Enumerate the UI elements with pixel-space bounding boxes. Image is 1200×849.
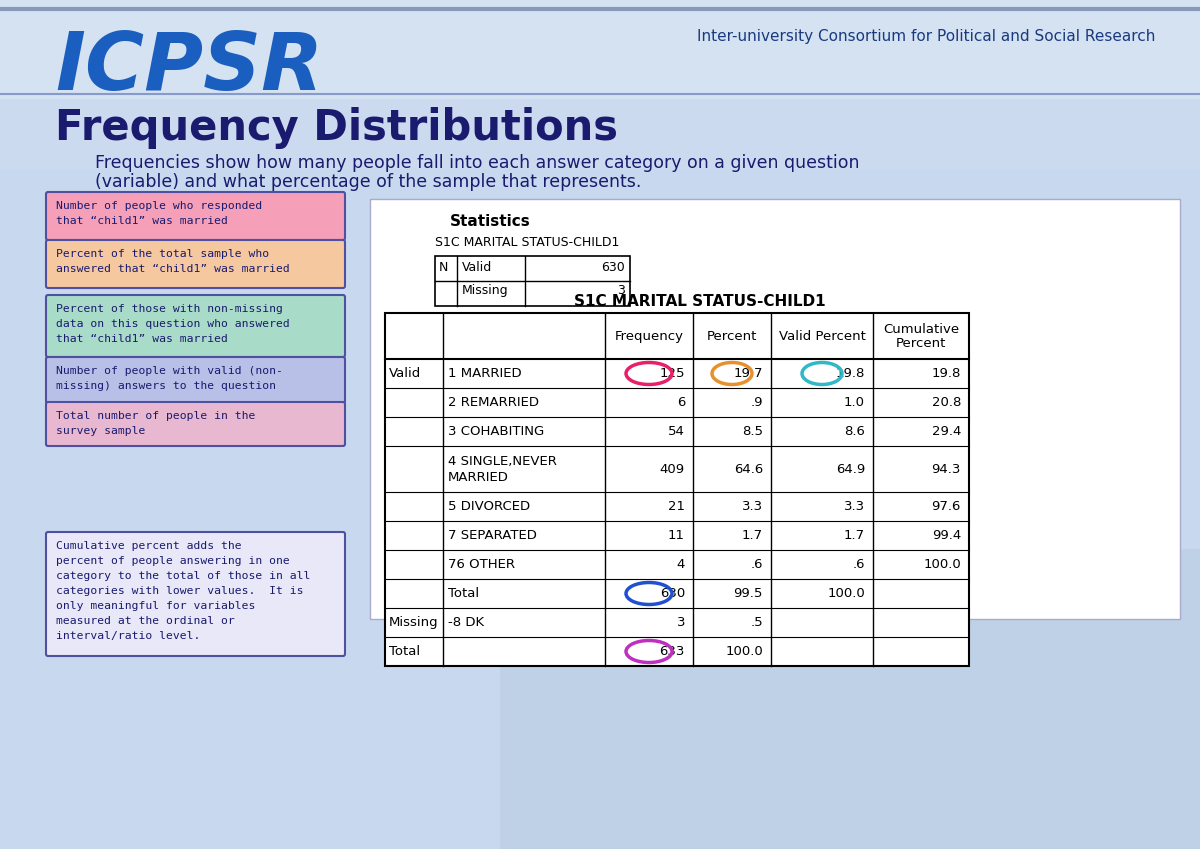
Text: that “child1” was married: that “child1” was married bbox=[56, 216, 228, 226]
Bar bbox=[0, 0, 1200, 99]
Text: 64.6: 64.6 bbox=[733, 463, 763, 475]
Text: 125: 125 bbox=[660, 367, 685, 380]
Text: answered that “child1” was married: answered that “child1” was married bbox=[56, 264, 289, 274]
Text: ICPSR: ICPSR bbox=[55, 29, 323, 107]
Text: Percent: Percent bbox=[896, 336, 946, 350]
Text: category to the total of those in all: category to the total of those in all bbox=[56, 571, 311, 581]
Text: data on this question who answered: data on this question who answered bbox=[56, 319, 289, 329]
Text: Percent of the total sample who: Percent of the total sample who bbox=[56, 249, 269, 259]
Text: 3 COHABITING: 3 COHABITING bbox=[448, 425, 545, 438]
Text: Inter-university Consortium for Political and Social Research: Inter-university Consortium for Politica… bbox=[697, 29, 1154, 44]
Text: 1.7: 1.7 bbox=[742, 529, 763, 542]
Text: .6: .6 bbox=[750, 558, 763, 571]
Text: 54: 54 bbox=[668, 425, 685, 438]
Text: 3: 3 bbox=[677, 616, 685, 629]
Text: 630: 630 bbox=[601, 261, 625, 274]
Text: N: N bbox=[439, 261, 449, 274]
Text: MARRIED: MARRIED bbox=[448, 470, 509, 483]
Text: 64.9: 64.9 bbox=[835, 463, 865, 475]
Text: 1.7: 1.7 bbox=[844, 529, 865, 542]
Bar bbox=[385, 313, 970, 666]
Text: missing) answers to the question: missing) answers to the question bbox=[56, 381, 276, 391]
Text: only meaningful for variables: only meaningful for variables bbox=[56, 601, 256, 611]
Text: 29.4: 29.4 bbox=[931, 425, 961, 438]
Bar bbox=[385, 313, 970, 666]
Text: 19.7: 19.7 bbox=[733, 367, 763, 380]
Text: Percent of those with non-missing: Percent of those with non-missing bbox=[56, 304, 283, 314]
Text: 3: 3 bbox=[617, 284, 625, 297]
Text: S1C MARITAL STATUS-CHILD1: S1C MARITAL STATUS-CHILD1 bbox=[574, 294, 826, 309]
Text: Number of people with valid (non-: Number of people with valid (non- bbox=[56, 366, 283, 376]
Text: Total: Total bbox=[448, 587, 479, 600]
Text: 100.0: 100.0 bbox=[923, 558, 961, 571]
FancyBboxPatch shape bbox=[370, 199, 1180, 619]
Text: 19.8: 19.8 bbox=[931, 367, 961, 380]
Bar bbox=[0, 99, 1200, 169]
Text: 1 MARRIED: 1 MARRIED bbox=[448, 367, 522, 380]
Text: (variable) and what percentage of the sample that represents.: (variable) and what percentage of the sa… bbox=[95, 173, 641, 191]
Text: 97.6: 97.6 bbox=[931, 500, 961, 513]
Text: 94.3: 94.3 bbox=[931, 463, 961, 475]
Text: .9: .9 bbox=[750, 396, 763, 409]
Text: 4 SINGLE,NEVER: 4 SINGLE,NEVER bbox=[448, 454, 557, 468]
Text: 21: 21 bbox=[668, 500, 685, 513]
Text: .5: .5 bbox=[750, 616, 763, 629]
Text: Valid: Valid bbox=[389, 367, 421, 380]
Text: 100.0: 100.0 bbox=[827, 587, 865, 600]
FancyBboxPatch shape bbox=[46, 295, 346, 357]
Text: 20.8: 20.8 bbox=[931, 396, 961, 409]
Text: Statistics: Statistics bbox=[450, 214, 530, 229]
Text: Total number of people in the: Total number of people in the bbox=[56, 411, 256, 421]
Text: 99.4: 99.4 bbox=[931, 529, 961, 542]
Text: 1.0: 1.0 bbox=[844, 396, 865, 409]
Text: 633: 633 bbox=[660, 645, 685, 658]
Text: that “child1” was married: that “child1” was married bbox=[56, 334, 228, 344]
FancyBboxPatch shape bbox=[46, 402, 346, 446]
Text: -8 DK: -8 DK bbox=[448, 616, 484, 629]
Text: 8.6: 8.6 bbox=[844, 425, 865, 438]
Text: S1C MARITAL STATUS-CHILD1: S1C MARITAL STATUS-CHILD1 bbox=[436, 236, 619, 249]
Text: 19.8: 19.8 bbox=[835, 367, 865, 380]
FancyBboxPatch shape bbox=[46, 357, 346, 403]
Text: Total: Total bbox=[389, 645, 420, 658]
FancyBboxPatch shape bbox=[46, 532, 346, 656]
Text: Valid: Valid bbox=[462, 261, 492, 274]
Text: 99.5: 99.5 bbox=[733, 587, 763, 600]
Bar bbox=[500, 549, 1200, 849]
Text: Frequency Distributions: Frequency Distributions bbox=[55, 107, 618, 149]
Text: 3.3: 3.3 bbox=[742, 500, 763, 513]
Text: survey sample: survey sample bbox=[56, 426, 145, 436]
Text: Missing: Missing bbox=[462, 284, 509, 297]
Text: 4: 4 bbox=[677, 558, 685, 571]
Text: 6: 6 bbox=[677, 396, 685, 409]
Text: interval/ratio level.: interval/ratio level. bbox=[56, 631, 200, 641]
Text: Frequencies show how many people fall into each answer category on a given quest: Frequencies show how many people fall in… bbox=[95, 154, 859, 172]
Text: Frequency: Frequency bbox=[614, 329, 684, 342]
Text: 8.5: 8.5 bbox=[742, 425, 763, 438]
Text: Number of people who responded: Number of people who responded bbox=[56, 201, 263, 211]
Text: 7 SEPARATED: 7 SEPARATED bbox=[448, 529, 536, 542]
Text: Cumulative percent adds the: Cumulative percent adds the bbox=[56, 541, 241, 551]
Text: 5 DIVORCED: 5 DIVORCED bbox=[448, 500, 530, 513]
Text: Missing: Missing bbox=[389, 616, 439, 629]
Text: categories with lower values.  It is: categories with lower values. It is bbox=[56, 586, 304, 596]
Text: measured at the ordinal or: measured at the ordinal or bbox=[56, 616, 235, 626]
Text: 630: 630 bbox=[660, 587, 685, 600]
Text: Cumulative: Cumulative bbox=[883, 323, 959, 335]
FancyBboxPatch shape bbox=[46, 240, 346, 288]
Text: 3.3: 3.3 bbox=[844, 500, 865, 513]
Text: 76 OTHER: 76 OTHER bbox=[448, 558, 515, 571]
Text: 2 REMARRIED: 2 REMARRIED bbox=[448, 396, 539, 409]
Text: Valid Percent: Valid Percent bbox=[779, 329, 865, 342]
Text: 11: 11 bbox=[668, 529, 685, 542]
FancyBboxPatch shape bbox=[46, 192, 346, 240]
Text: Percent: Percent bbox=[707, 329, 757, 342]
Bar bbox=[436, 256, 630, 306]
Text: percent of people answering in one: percent of people answering in one bbox=[56, 556, 289, 566]
Text: 409: 409 bbox=[660, 463, 685, 475]
Text: 100.0: 100.0 bbox=[725, 645, 763, 658]
Text: .6: .6 bbox=[852, 558, 865, 571]
